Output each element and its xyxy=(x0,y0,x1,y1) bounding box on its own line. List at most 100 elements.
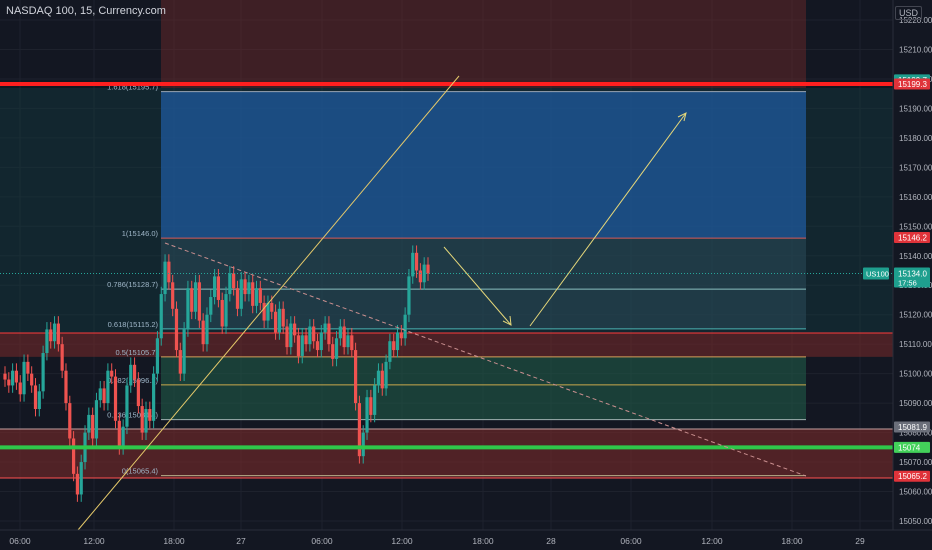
candle-body xyxy=(407,276,411,315)
time-axis: 06:00 12:00 18:00 27 06:00 12:00 18:00 28 06:00 1… xyxy=(0,529,932,550)
candle-body xyxy=(308,326,312,345)
candle-body xyxy=(144,409,148,433)
symbol-title[interactable]: NASDAQ 100, 15, Currency.com xyxy=(6,5,166,17)
candle-body xyxy=(117,420,121,448)
candle-body xyxy=(125,385,129,427)
candle-body xyxy=(18,382,22,395)
time-tick-label: 12:00 xyxy=(391,536,413,546)
candle-body xyxy=(353,350,358,404)
price-tick-label: 15210.00 xyxy=(899,45,932,54)
fib-level-label: 0(15065.4) xyxy=(122,467,159,476)
candle-body xyxy=(121,426,125,448)
candle-body xyxy=(163,261,167,295)
time-tick-label: 28 xyxy=(546,536,556,546)
time-tick-label: 29 xyxy=(855,536,865,546)
candle-body xyxy=(26,361,30,374)
candle-body xyxy=(277,308,281,333)
candle-body xyxy=(52,323,57,342)
price-tick-label: 15080.00 xyxy=(899,429,932,438)
candle-body xyxy=(148,409,152,421)
candle-body xyxy=(228,273,232,295)
candle-body xyxy=(167,261,171,283)
price-tick-label: 15190.00 xyxy=(899,104,932,113)
arrow-head xyxy=(677,112,687,122)
candle-body xyxy=(361,432,365,457)
candle-body xyxy=(273,311,278,333)
fib-level-label: 1.618(15195.7) xyxy=(107,83,158,92)
candle-body xyxy=(357,403,362,457)
candle-body xyxy=(37,391,41,410)
candle-body xyxy=(414,252,419,271)
fib-extension-zone xyxy=(161,91,806,239)
candle-body xyxy=(68,403,72,439)
trend-line-falling xyxy=(164,242,807,477)
candle-body xyxy=(251,282,255,306)
candle-body xyxy=(71,438,76,474)
price-tick-label: 15110.00 xyxy=(899,340,932,349)
candle-body xyxy=(129,364,133,386)
candle-body xyxy=(395,332,400,351)
fib-level-label: 0.236(15084.4) xyxy=(107,411,158,420)
price-label-bg xyxy=(894,231,930,243)
candle-body xyxy=(224,294,228,327)
candle-body xyxy=(327,323,331,345)
arrow-head xyxy=(502,315,512,326)
price-label: 15199.3 xyxy=(898,80,927,89)
candle-body xyxy=(235,288,240,309)
candle-body xyxy=(350,335,354,351)
projection-arrow-up xyxy=(529,112,687,327)
candle-body xyxy=(182,329,186,374)
price-tick-label: 15050.00 xyxy=(899,517,932,526)
price-tick-label: 15060.00 xyxy=(899,488,932,497)
candle-body xyxy=(243,279,247,295)
time-tick-label: 06:00 xyxy=(9,536,31,546)
candle-body xyxy=(338,326,342,339)
candle-body xyxy=(411,252,415,277)
fib-level-label: 0.5(15105.7) xyxy=(115,348,158,357)
trend-line-rising xyxy=(77,75,460,531)
candle-body xyxy=(205,314,209,345)
price-tick-label: 15150.00 xyxy=(899,222,932,231)
candle-body xyxy=(281,308,285,327)
candle-body xyxy=(270,302,274,312)
time-tick-label: 18:00 xyxy=(472,536,494,546)
candle-body xyxy=(30,373,34,386)
candle-body xyxy=(159,294,163,339)
candle-body xyxy=(239,279,243,309)
candle-body xyxy=(197,282,201,321)
candle-body xyxy=(3,373,7,380)
time-tick-label: 27 xyxy=(236,536,246,546)
price-label-bg xyxy=(894,267,930,288)
candle-body xyxy=(201,320,205,345)
price-label: 15146.2 xyxy=(898,233,927,242)
candle-body xyxy=(300,335,304,356)
candle-body xyxy=(262,302,266,321)
candle-body xyxy=(373,385,377,415)
price-tick-label: 15070.00 xyxy=(899,458,932,467)
fib-zone-green xyxy=(161,356,806,420)
candle-body xyxy=(216,276,221,300)
price-tick-label: 15100.00 xyxy=(899,370,932,379)
candle-body xyxy=(342,326,346,348)
price-tick-label: 15090.00 xyxy=(899,399,932,408)
price-tick-label: 15140.00 xyxy=(899,252,932,261)
candle-body xyxy=(136,379,140,407)
candle-body xyxy=(174,308,179,351)
currency-label[interactable]: USD xyxy=(894,6,922,20)
candle-body xyxy=(64,370,68,404)
candle-body xyxy=(45,329,49,354)
price-label: 15074 xyxy=(898,443,921,452)
candle-body xyxy=(293,323,297,336)
fib-level-label: 1(15146.0) xyxy=(122,229,159,238)
candle-body xyxy=(171,282,175,309)
time-tick-label: 12:00 xyxy=(83,536,105,546)
candle-body xyxy=(212,276,217,298)
target-zone-upper-red xyxy=(161,0,806,88)
price-label: 15134.0 xyxy=(898,269,927,278)
fib-level-label: 0.382(15096.2) xyxy=(107,376,158,385)
candle-body xyxy=(232,273,236,289)
candle-body xyxy=(258,288,262,303)
price-tick-label: 15170.00 xyxy=(899,163,932,172)
candle-body xyxy=(140,406,144,433)
